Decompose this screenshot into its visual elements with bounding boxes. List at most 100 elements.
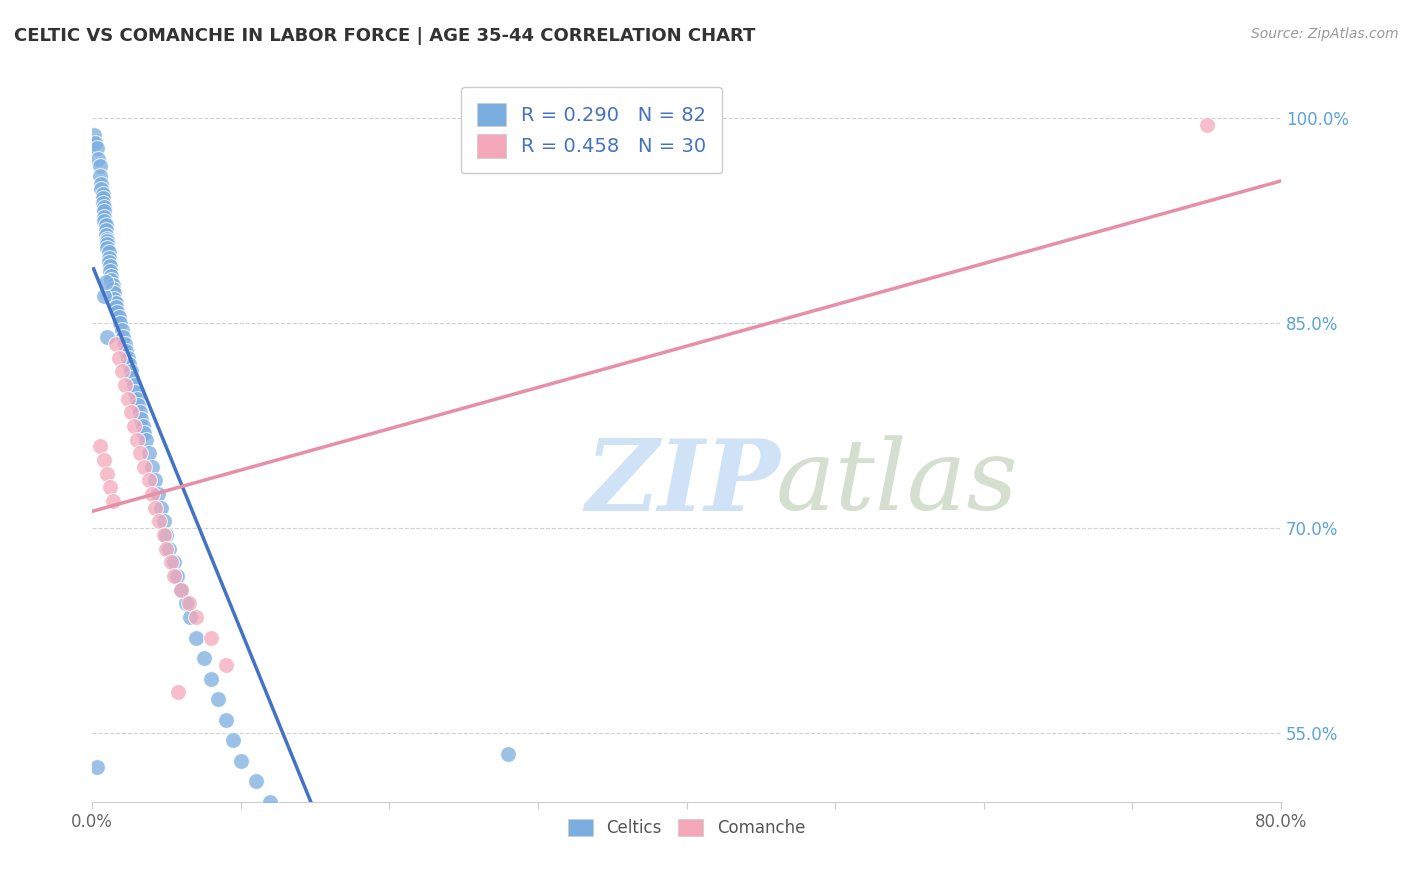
Point xyxy=(120,364,142,378)
Point xyxy=(86,760,108,774)
Point xyxy=(93,214,115,228)
Point xyxy=(163,569,186,583)
Point xyxy=(174,597,197,611)
Point xyxy=(207,692,229,706)
Point xyxy=(94,276,117,290)
Point xyxy=(98,480,121,494)
Point xyxy=(111,323,134,337)
Point xyxy=(115,343,138,358)
Point xyxy=(93,200,115,214)
Point xyxy=(120,405,142,419)
Point xyxy=(149,500,172,515)
Point xyxy=(121,371,143,385)
Point xyxy=(229,754,252,768)
Point xyxy=(96,237,118,252)
Point xyxy=(89,439,111,453)
Point xyxy=(112,330,135,344)
Point xyxy=(94,218,117,232)
Point xyxy=(138,474,160,488)
Point xyxy=(96,241,118,255)
Point xyxy=(245,774,267,789)
Point xyxy=(129,412,152,426)
Point xyxy=(90,182,112,196)
Point xyxy=(104,296,127,310)
Point xyxy=(222,733,245,747)
Point xyxy=(215,713,238,727)
Point xyxy=(89,169,111,183)
Point xyxy=(96,232,118,246)
Point xyxy=(118,357,141,371)
Point xyxy=(86,141,108,155)
Legend: Celtics, Comanche: Celtics, Comanche xyxy=(561,813,811,844)
Point xyxy=(125,392,148,406)
Point xyxy=(98,264,121,278)
Text: Source: ZipAtlas.com: Source: ZipAtlas.com xyxy=(1251,27,1399,41)
Point xyxy=(166,569,188,583)
Point xyxy=(103,292,125,306)
Point xyxy=(134,425,156,440)
Point xyxy=(100,273,122,287)
Point xyxy=(148,515,170,529)
Point xyxy=(117,392,139,406)
Point xyxy=(167,685,190,699)
Point xyxy=(135,433,157,447)
Point xyxy=(103,286,125,301)
Point xyxy=(98,259,121,273)
Point xyxy=(91,196,114,211)
Point xyxy=(90,177,112,191)
Point xyxy=(108,310,131,324)
Point xyxy=(122,418,145,433)
Point xyxy=(93,204,115,219)
Point xyxy=(83,128,105,142)
Point xyxy=(163,556,186,570)
Point xyxy=(155,541,177,556)
Point xyxy=(108,351,131,365)
Point xyxy=(141,487,163,501)
Point xyxy=(155,528,177,542)
Point xyxy=(138,446,160,460)
Point xyxy=(91,191,114,205)
Point xyxy=(122,377,145,392)
Point xyxy=(179,610,201,624)
Point xyxy=(94,227,117,242)
Point xyxy=(84,136,107,150)
Point xyxy=(141,459,163,474)
Point xyxy=(114,337,136,351)
Point xyxy=(193,651,215,665)
Point xyxy=(152,515,174,529)
Point xyxy=(124,384,146,399)
Point xyxy=(97,255,120,269)
Point xyxy=(170,582,193,597)
Point xyxy=(91,186,114,201)
Point xyxy=(127,398,149,412)
Point xyxy=(96,467,118,481)
Point xyxy=(101,282,124,296)
Point xyxy=(97,251,120,265)
Point xyxy=(87,153,110,167)
Text: atlas: atlas xyxy=(776,435,1018,531)
Point xyxy=(107,305,129,319)
Point xyxy=(1195,118,1218,132)
Point xyxy=(104,300,127,314)
Point xyxy=(160,556,183,570)
Point xyxy=(114,377,136,392)
Point xyxy=(134,459,156,474)
Point xyxy=(152,528,174,542)
Point xyxy=(200,631,222,645)
Point xyxy=(97,245,120,260)
Point xyxy=(215,657,238,672)
Point xyxy=(111,364,134,378)
Point xyxy=(146,487,169,501)
Point xyxy=(143,474,166,488)
Point xyxy=(177,597,200,611)
Point xyxy=(93,453,115,467)
Point xyxy=(143,500,166,515)
Point xyxy=(101,494,124,508)
Point xyxy=(128,446,150,460)
Text: CELTIC VS COMANCHE IN LABOR FORCE | AGE 35-44 CORRELATION CHART: CELTIC VS COMANCHE IN LABOR FORCE | AGE … xyxy=(14,27,755,45)
Point xyxy=(186,610,208,624)
Point xyxy=(117,351,139,365)
Point xyxy=(104,337,127,351)
Point xyxy=(159,541,181,556)
Point xyxy=(93,289,115,303)
